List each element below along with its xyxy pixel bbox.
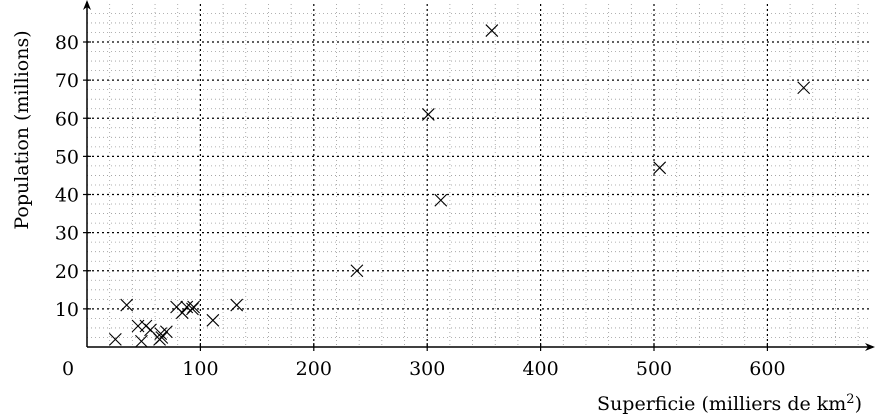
x-tick-label: 200 bbox=[296, 358, 332, 380]
x-axis-label-end: ) bbox=[855, 393, 862, 415]
x-tick-label: 0 bbox=[62, 358, 74, 380]
y-tick-label: 40 bbox=[55, 185, 79, 207]
data-point bbox=[155, 331, 169, 344]
x-axis-label-main: Superficie (milliers de km bbox=[597, 393, 846, 415]
x-tick-label: 400 bbox=[522, 358, 558, 380]
y-tick-label: 80 bbox=[55, 32, 79, 54]
y-axis-label: Population (millions) bbox=[11, 30, 33, 229]
data-point bbox=[175, 306, 189, 320]
axes bbox=[83, 0, 875, 351]
y-tick-label: 20 bbox=[55, 261, 79, 283]
x-tick-label: 100 bbox=[182, 358, 218, 380]
data-point bbox=[797, 81, 811, 95]
x-tick-label: 600 bbox=[749, 358, 785, 380]
data-point bbox=[653, 161, 667, 175]
data-point bbox=[421, 108, 435, 121]
ticks: 0 100 200 300 400 500 600 10 20 30 40 50 60 70 80 bbox=[55, 32, 786, 380]
y-axis-arrow-icon bbox=[83, 0, 91, 10]
x-axis-label-superscript: 2 bbox=[846, 392, 854, 407]
x-tick-label: 500 bbox=[636, 358, 672, 380]
data-point bbox=[159, 325, 173, 339]
data-point bbox=[120, 298, 134, 312]
data-point bbox=[187, 300, 200, 314]
x-axis-label: Superficie (milliers de km2) bbox=[597, 392, 862, 416]
x-axis-arrow-icon bbox=[865, 343, 875, 351]
x-tick-label: 300 bbox=[409, 358, 445, 380]
data-points bbox=[108, 24, 811, 348]
y-tick-label: 50 bbox=[55, 146, 79, 168]
data-point bbox=[135, 334, 148, 348]
data-point bbox=[350, 264, 364, 278]
data-point bbox=[108, 332, 122, 346]
grid bbox=[87, 4, 869, 347]
y-tick-label: 10 bbox=[55, 299, 79, 321]
y-tick-label: 30 bbox=[55, 223, 79, 245]
y-tick-label: 70 bbox=[55, 70, 79, 92]
data-point bbox=[485, 24, 499, 37]
y-tick-label: 60 bbox=[55, 108, 79, 130]
data-point bbox=[230, 298, 244, 312]
data-point bbox=[434, 193, 448, 207]
data-point bbox=[206, 313, 220, 327]
